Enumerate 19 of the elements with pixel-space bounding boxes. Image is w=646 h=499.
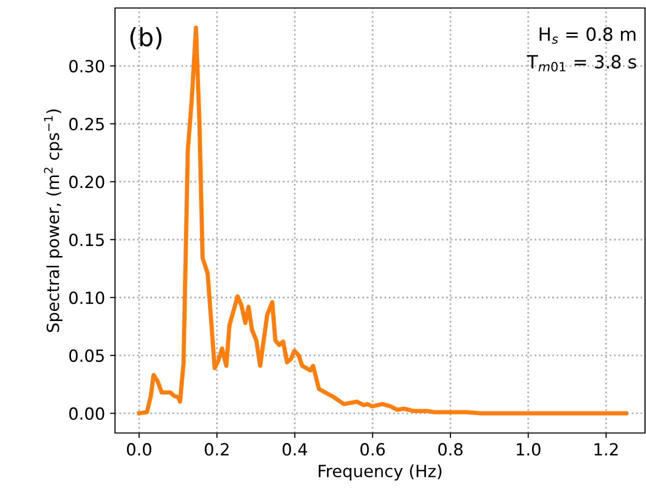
x-axis-title: Frequency (Hz) bbox=[318, 464, 442, 481]
x-tick-label: 0.8 bbox=[438, 443, 463, 456]
x-tick-label: 1.2 bbox=[594, 443, 618, 456]
x-tick-label: 0.6 bbox=[360, 443, 385, 456]
y-tick-label: 0.05 bbox=[69, 349, 104, 362]
annotation: H$_{s}$ = 0.8 m bbox=[540, 27, 636, 44]
y-tick-label: 0.10 bbox=[69, 291, 104, 304]
x-tick-label: 1.0 bbox=[516, 443, 540, 456]
y-tick-label: 0.25 bbox=[69, 118, 104, 130]
y-tick-label: 0.15 bbox=[69, 234, 104, 246]
annotation: T$_{m01}$ = 3.8 s bbox=[526, 54, 636, 72]
y-tick-label: 0.30 bbox=[69, 60, 104, 72]
annotation: (b) bbox=[130, 27, 162, 50]
y-tick-label: 0.20 bbox=[69, 176, 104, 188]
x-tick-label: 0.0 bbox=[126, 443, 152, 456]
y-tick-label: 0.00 bbox=[69, 407, 104, 420]
y-axis-title: Spectral power, (m$^{2}$ cps$^{−1}$) bbox=[44, 109, 62, 332]
x-tick-label: 0.2 bbox=[204, 443, 229, 456]
x-tick-label: 0.4 bbox=[282, 443, 308, 456]
